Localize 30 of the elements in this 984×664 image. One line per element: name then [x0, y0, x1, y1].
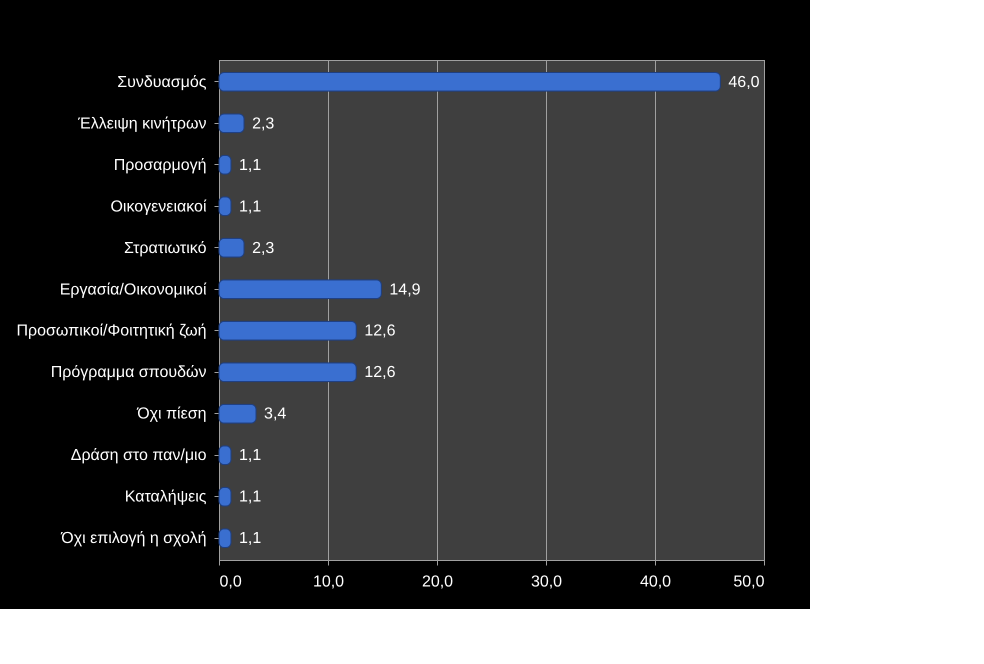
y-tick-label: Καταλήψεις	[124, 488, 207, 506]
x-tick-label: 50,0	[733, 574, 765, 590]
y-tick-label: Προσωπικοί/Φοιτητική ζωή	[16, 322, 206, 340]
data-label: 46,0	[728, 74, 760, 91]
data-label: 2,3	[252, 240, 274, 257]
x-tick-label: 10,0	[312, 574, 344, 590]
x-tick-label: 0,0	[220, 574, 242, 590]
data-label: 12,6	[364, 322, 396, 340]
data-label: 14,9	[389, 281, 421, 298]
y-tick-label: Δράση στο παν/μιο	[70, 447, 207, 464]
x-tick-label: 30,0	[530, 574, 562, 590]
x-tick-label: 20,0	[422, 574, 454, 590]
y-tick-label: Εργασία/Οικονομικοί	[60, 281, 207, 298]
data-label: 1,1	[238, 156, 262, 174]
y-tick-label: Στρατιωτικό	[124, 240, 207, 257]
y-tick-label: Έλλειψη κινήτρων	[77, 115, 206, 132]
y-tick-label: Όχι επιλογή η σχολή	[60, 530, 206, 548]
y-tick-label: Οικογενειακοί	[110, 198, 207, 216]
y-tick-label: Προσαρμογή	[114, 156, 206, 174]
data-label: 1,1	[238, 447, 262, 464]
data-label: 12,6	[364, 364, 396, 382]
y-tick-label: Συνδυασμός	[117, 74, 207, 91]
data-label: 1,1	[238, 488, 262, 506]
data-label: 1,1	[238, 530, 262, 548]
x-tick-label: 40,0	[640, 574, 672, 590]
y-tick-label: Όχι πίεση	[136, 406, 206, 423]
data-label: 3,4	[264, 406, 286, 423]
data-label: 1,1	[238, 198, 262, 216]
y-tick-label: Πρόγραμμα σπουδών	[50, 364, 206, 382]
data-label: 2,3	[252, 115, 274, 132]
